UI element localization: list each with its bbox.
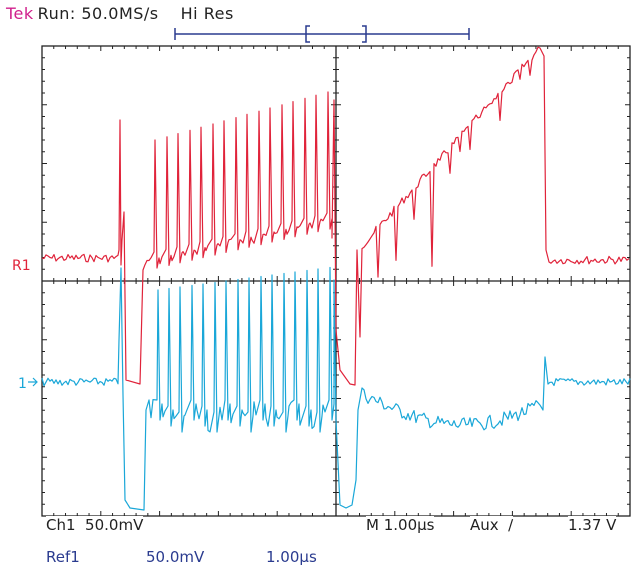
acquisition-mode: Hi Res [180, 4, 234, 23]
ch1-marker: 1 [18, 376, 27, 392]
timebase-readout: M 1.00µs [366, 516, 435, 534]
acquisition-header: Tek Run: 50.0MS/s Hi Res [6, 4, 234, 23]
record-view-bar [174, 25, 470, 43]
ref1-trace [41, 46, 630, 386]
graticule [41, 45, 631, 517]
trigger-level-readout: 1.37 V [568, 516, 617, 534]
trigger-source-readout: Aux ∕ [470, 516, 514, 534]
run-status: Run: 50.0MS/s [37, 4, 159, 23]
ref1-marker: R1 [12, 258, 31, 274]
ch1-scale-readout: Ch1 50.0mV [46, 516, 144, 534]
ch1-ground-marker-icon [28, 377, 38, 387]
ref1-time: 1.00µs [266, 548, 317, 566]
brand-label: Tek [6, 4, 34, 23]
ref1-name: Ref1 [46, 548, 80, 566]
ch1-trace [41, 266, 631, 511]
ref1-scale: 50.0mV [146, 548, 205, 566]
